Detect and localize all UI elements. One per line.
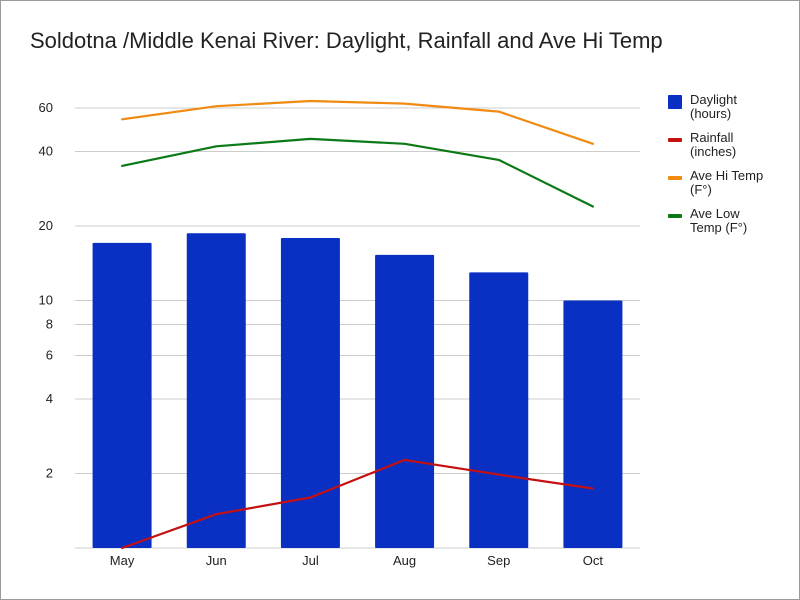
y-tick-label: 2 — [46, 466, 53, 481]
y-tick-label: 10 — [39, 293, 53, 308]
x-tick-label: Jun — [206, 553, 227, 568]
legend-item-3: Ave Low Temp (F°) — [668, 207, 793, 235]
legend-label: Ave Hi Temp (F°) — [690, 168, 764, 197]
legend-swatch — [668, 214, 682, 218]
y-tick-label: 8 — [46, 317, 53, 332]
legend-swatch — [668, 138, 682, 142]
chart-legend: Daylight (hours) Rainfall (inches) Ave Hi … — [668, 93, 793, 245]
bar-oct — [563, 300, 623, 548]
legend-label: Ave Low Temp (F°) — [690, 206, 748, 235]
series-line-1 — [120, 458, 595, 550]
legend-label: Daylight (hours) — [690, 92, 737, 121]
x-tick-label: Oct — [583, 553, 604, 568]
series-line-3 — [120, 137, 595, 208]
legend-item-1: Rainfall (inches) — [668, 131, 793, 159]
legend-swatch — [668, 176, 682, 180]
legend-item-0: Daylight (hours) — [668, 93, 793, 121]
legend-item-2: Ave Hi Temp (F°) — [668, 169, 793, 197]
y-tick-label: 6 — [46, 347, 53, 362]
series-line-2 — [120, 99, 595, 145]
y-axis-ticks: 2 4 6 8 10 20 40 60 — [39, 100, 53, 481]
y-tick-label: 20 — [39, 218, 53, 233]
x-tick-label: Aug — [393, 553, 416, 568]
chart-title: Soldotna /Middle Kenai River: Daylight, … — [30, 28, 663, 53]
x-tick-label: May — [110, 553, 135, 568]
y-tick-label: 60 — [39, 100, 53, 115]
bar-may — [92, 242, 152, 549]
x-tick-label: Jul — [302, 553, 319, 568]
legend-label: Rainfall (inches) — [690, 130, 737, 159]
grid-layer — [75, 107, 640, 549]
lines-layer — [120, 99, 595, 550]
x-tick-label: Sep — [487, 553, 510, 568]
bars-layer — [92, 233, 623, 549]
x-axis-ticks: May Jun Jul Aug Sep Oct — [110, 553, 604, 568]
bar-jul — [280, 237, 340, 548]
y-tick-label: 40 — [39, 144, 53, 159]
bar-sep — [469, 272, 529, 548]
bar-jun — [186, 233, 246, 548]
bar-aug — [375, 254, 435, 548]
y-tick-label: 4 — [46, 391, 53, 406]
legend-swatch — [668, 95, 682, 109]
